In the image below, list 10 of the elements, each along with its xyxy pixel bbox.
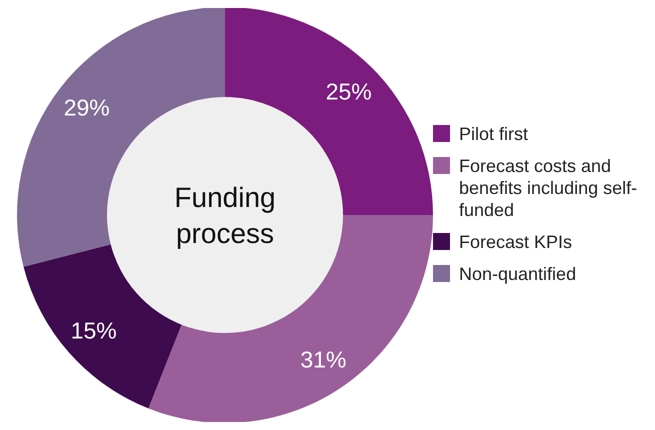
data-label: 25% — [326, 78, 372, 104]
legend-label: Pilot first — [459, 123, 528, 145]
data-label: 15% — [70, 318, 117, 344]
donut-slice — [148, 215, 433, 422]
legend-label: Forecast costs and benefits including self-funded — [459, 155, 638, 221]
legend-label: Forecast KPIs — [459, 231, 572, 253]
data-label: 29% — [64, 94, 110, 121]
legend-label: Non-quantified — [459, 263, 576, 285]
text: Funding process — [173, 181, 277, 251]
data-label: 31% — [300, 346, 346, 373]
